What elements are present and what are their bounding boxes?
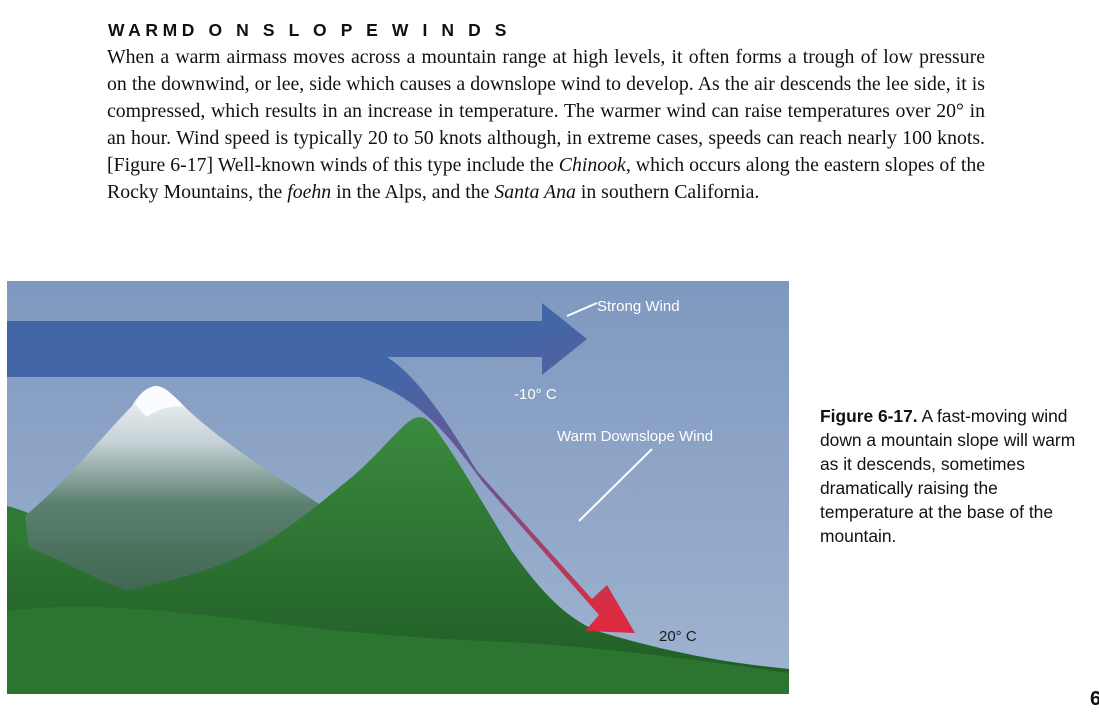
caption-label: Figure 6-17. — [820, 406, 918, 426]
figure-6-17: Strong Wind -10° C Warm Downslope Wind 2… — [7, 281, 789, 694]
label-strong-wind: Strong Wind — [597, 298, 680, 315]
wind-arrow — [7, 303, 635, 633]
caption-text: A fast-moving wind down a mountain slope… — [820, 406, 1076, 546]
paragraph-text-1: When a warm airmass moves across a mount… — [107, 46, 985, 176]
label-warm-downslope-wind: Warm Downslope Wind — [557, 428, 713, 445]
paragraph-text-4: in southern California. — [575, 181, 760, 203]
valley-floor — [7, 606, 789, 694]
paragraph-text-3: in the Alps, and the — [331, 181, 495, 203]
downslope-leader — [578, 448, 653, 522]
body-paragraph: When a warm airmass moves across a mount… — [107, 44, 985, 206]
downslope-wind-illustration: Strong Wind -10° C Warm Downslope Wind 2… — [7, 281, 789, 694]
term-foehn: foehn — [287, 181, 332, 203]
mountain-snow-cap — [135, 385, 184, 417]
term-santa-ana: Santa Ana — [494, 181, 576, 203]
paragraph-text-2: which occurs along the eastern slopes of… — [107, 154, 985, 203]
strong-wind-leader — [566, 302, 598, 317]
label-top-temperature: -10° C — [514, 386, 557, 403]
section-heading: WARMD O N S L O P E W I N D S — [108, 20, 512, 40]
term-chinook: Chinook, — [558, 154, 631, 176]
label-bottom-temperature: 20° C — [659, 628, 697, 645]
page-number: 6 — [1090, 688, 1099, 710]
figure-caption: Figure 6-17. A fast-moving wind down a m… — [820, 404, 1086, 548]
